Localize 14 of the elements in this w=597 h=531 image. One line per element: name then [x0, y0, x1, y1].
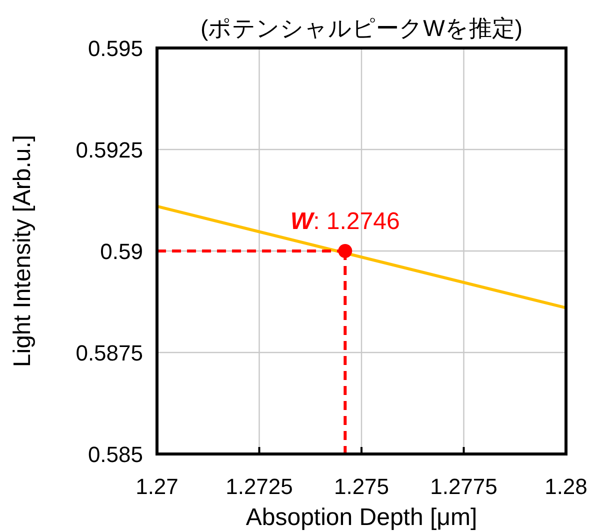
chart-title: (ポテンシャルピークWを推定): [200, 15, 523, 41]
x-axis-title: Absoption Depth [μm]: [246, 504, 478, 531]
y-axis-title: Light Intensity [Arb.u.]: [9, 134, 36, 368]
y-tick-label: 0.595: [88, 36, 143, 61]
y-tick-label: 0.5875: [76, 340, 143, 366]
x-tick-label: 1.2775: [430, 474, 498, 499]
x-tick-label: 1.27: [136, 474, 178, 499]
x-tick-label: 1.28: [544, 474, 588, 499]
x-tick-label: 1.2725: [226, 474, 293, 499]
x-tick-label: 1.275: [334, 474, 390, 499]
y-tick-label: 0.59: [100, 239, 143, 264]
annotation: W: 1.2746: [290, 208, 400, 235]
y-tick-label: 0.585: [88, 442, 143, 467]
y-tick-label: 0.5925: [76, 138, 143, 162]
